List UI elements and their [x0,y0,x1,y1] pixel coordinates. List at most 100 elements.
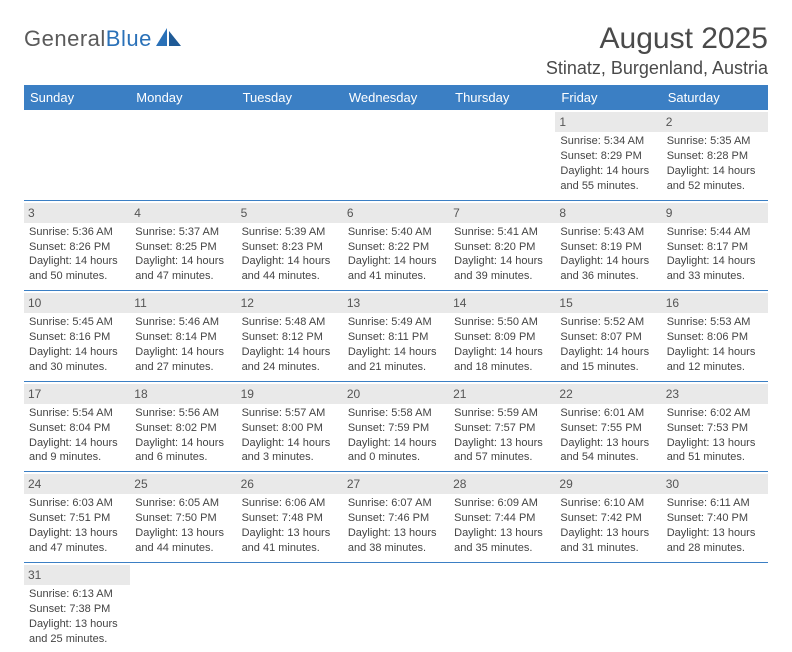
daylight-text: Daylight: 14 hours and 24 minutes. [242,345,338,375]
sunrise-text: Sunrise: 6:02 AM [667,406,763,421]
title-block: August 2025 Stinatz, Burgenland, Austria [546,22,768,79]
calendar-day: 25Sunrise: 6:05 AMSunset: 7:50 PMDayligh… [130,472,236,563]
calendar-day: 9Sunrise: 5:44 AMSunset: 8:17 PMDaylight… [662,200,768,291]
calendar-day: 31Sunrise: 6:13 AMSunset: 7:38 PMDayligh… [24,562,130,652]
calendar-day: 2Sunrise: 5:35 AMSunset: 8:28 PMDaylight… [662,110,768,200]
calendar-day-empty [130,110,236,200]
daylight-text: Daylight: 14 hours and 47 minutes. [135,254,231,284]
day-details: Sunrise: 5:43 AMSunset: 8:19 PMDaylight:… [559,225,657,284]
sunset-text: Sunset: 8:09 PM [454,330,550,345]
daylight-text: Daylight: 14 hours and 50 minutes. [29,254,125,284]
sunset-text: Sunset: 7:53 PM [667,421,763,436]
sunrise-text: Sunrise: 5:39 AM [242,225,338,240]
sunrise-text: Sunrise: 6:13 AM [29,587,125,602]
calendar-week: 24Sunrise: 6:03 AMSunset: 7:51 PMDayligh… [24,472,768,563]
sunrise-text: Sunrise: 5:46 AM [135,315,231,330]
sunrise-text: Sunrise: 5:48 AM [242,315,338,330]
calendar-day-empty [237,110,343,200]
sunrise-text: Sunrise: 5:56 AM [135,406,231,421]
calendar-table: SundayMondayTuesdayWednesdayThursdayFrid… [24,85,768,652]
day-details: Sunrise: 6:13 AMSunset: 7:38 PMDaylight:… [28,587,126,646]
calendar-day: 6Sunrise: 5:40 AMSunset: 8:22 PMDaylight… [343,200,449,291]
day-details: Sunrise: 5:34 AMSunset: 8:29 PMDaylight:… [559,134,657,193]
day-number: 24 [24,474,130,494]
sunset-text: Sunset: 8:11 PM [348,330,444,345]
sunrise-text: Sunrise: 5:40 AM [348,225,444,240]
sunset-text: Sunset: 8:12 PM [242,330,338,345]
day-number: 1 [555,112,661,132]
day-header: Sunday [24,85,130,110]
day-header: Thursday [449,85,555,110]
sunrise-text: Sunrise: 5:41 AM [454,225,550,240]
sunrise-text: Sunrise: 5:36 AM [29,225,125,240]
daylight-text: Daylight: 14 hours and 3 minutes. [242,436,338,466]
day-details: Sunrise: 5:52 AMSunset: 8:07 PMDaylight:… [559,315,657,374]
sunset-text: Sunset: 7:50 PM [135,511,231,526]
day-number: 26 [237,474,343,494]
daylight-text: Daylight: 14 hours and 6 minutes. [135,436,231,466]
calendar-day: 7Sunrise: 5:41 AMSunset: 8:20 PMDaylight… [449,200,555,291]
sunrise-text: Sunrise: 5:43 AM [560,225,656,240]
month-title: August 2025 [546,22,768,56]
daylight-text: Daylight: 13 hours and 47 minutes. [29,526,125,556]
daylight-text: Daylight: 13 hours and 38 minutes. [348,526,444,556]
sunrise-text: Sunrise: 6:05 AM [135,496,231,511]
day-number: 5 [237,203,343,223]
sunrise-text: Sunrise: 5:45 AM [29,315,125,330]
day-number: 29 [555,474,661,494]
calendar-day: 15Sunrise: 5:52 AMSunset: 8:07 PMDayligh… [555,291,661,382]
calendar-day-empty [24,110,130,200]
sunset-text: Sunset: 8:28 PM [667,149,763,164]
sunrise-text: Sunrise: 6:10 AM [560,496,656,511]
daylight-text: Daylight: 14 hours and 39 minutes. [454,254,550,284]
day-header: Saturday [662,85,768,110]
day-number: 6 [343,203,449,223]
day-details: Sunrise: 6:05 AMSunset: 7:50 PMDaylight:… [134,496,232,555]
sunset-text: Sunset: 7:57 PM [454,421,550,436]
sunrise-text: Sunrise: 5:53 AM [667,315,763,330]
calendar-day: 24Sunrise: 6:03 AMSunset: 7:51 PMDayligh… [24,472,130,563]
calendar-day: 18Sunrise: 5:56 AMSunset: 8:02 PMDayligh… [130,381,236,472]
sunrise-text: Sunrise: 5:52 AM [560,315,656,330]
sunset-text: Sunset: 7:44 PM [454,511,550,526]
sunset-text: Sunset: 7:51 PM [29,511,125,526]
sail-icon [156,28,182,53]
header: GeneralBlue August 2025 Stinatz, Burgenl… [24,22,768,79]
sunset-text: Sunset: 8:26 PM [29,240,125,255]
location: Stinatz, Burgenland, Austria [546,58,768,79]
calendar-week: 1Sunrise: 5:34 AMSunset: 8:29 PMDaylight… [24,110,768,200]
day-number: 12 [237,293,343,313]
calendar-day-empty [237,562,343,652]
sunset-text: Sunset: 7:46 PM [348,511,444,526]
day-number: 22 [555,384,661,404]
day-number: 23 [662,384,768,404]
day-header: Monday [130,85,236,110]
sunset-text: Sunset: 8:29 PM [560,149,656,164]
calendar-day: 1Sunrise: 5:34 AMSunset: 8:29 PMDaylight… [555,110,661,200]
sunset-text: Sunset: 8:17 PM [667,240,763,255]
calendar-body: 1Sunrise: 5:34 AMSunset: 8:29 PMDaylight… [24,110,768,652]
sunset-text: Sunset: 7:55 PM [560,421,656,436]
daylight-text: Daylight: 14 hours and 18 minutes. [454,345,550,375]
calendar-day: 5Sunrise: 5:39 AMSunset: 8:23 PMDaylight… [237,200,343,291]
daylight-text: Daylight: 14 hours and 52 minutes. [667,164,763,194]
day-number: 21 [449,384,555,404]
sunrise-text: Sunrise: 5:44 AM [667,225,763,240]
calendar-day: 26Sunrise: 6:06 AMSunset: 7:48 PMDayligh… [237,472,343,563]
calendar-day: 14Sunrise: 5:50 AMSunset: 8:09 PMDayligh… [449,291,555,382]
day-details: Sunrise: 6:06 AMSunset: 7:48 PMDaylight:… [241,496,339,555]
calendar-day-empty [662,562,768,652]
day-header: Friday [555,85,661,110]
sunrise-text: Sunrise: 5:54 AM [29,406,125,421]
daylight-text: Daylight: 14 hours and 15 minutes. [560,345,656,375]
daylight-text: Daylight: 13 hours and 51 minutes. [667,436,763,466]
day-details: Sunrise: 5:45 AMSunset: 8:16 PMDaylight:… [28,315,126,374]
day-details: Sunrise: 5:58 AMSunset: 7:59 PMDaylight:… [347,406,445,465]
sunset-text: Sunset: 8:16 PM [29,330,125,345]
daylight-text: Daylight: 13 hours and 25 minutes. [29,617,125,647]
day-details: Sunrise: 5:48 AMSunset: 8:12 PMDaylight:… [241,315,339,374]
calendar-day-empty [130,562,236,652]
day-details: Sunrise: 6:11 AMSunset: 7:40 PMDaylight:… [666,496,764,555]
daylight-text: Daylight: 14 hours and 33 minutes. [667,254,763,284]
daylight-text: Daylight: 13 hours and 41 minutes. [242,526,338,556]
